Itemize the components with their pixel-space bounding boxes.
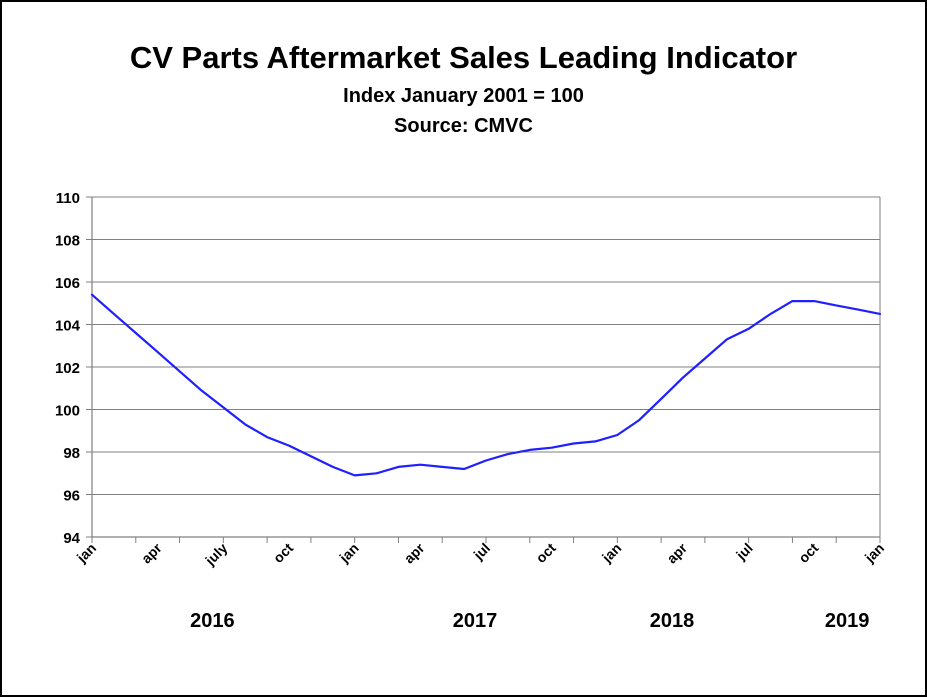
x-tick-label: july: [201, 540, 230, 569]
x-tick-label: jan: [598, 540, 624, 566]
year-label: 2016: [190, 610, 235, 632]
y-tick-label: 104: [55, 318, 81, 335]
year-label: 2018: [650, 610, 695, 632]
x-tick-label: apr: [663, 539, 690, 566]
y-tick-label: 94: [63, 530, 80, 547]
y-tick-label: 110: [56, 190, 80, 207]
x-tick-label: apr: [138, 539, 165, 566]
y-tick-label: 96: [63, 488, 80, 505]
y-tick-label: 108: [55, 233, 80, 250]
y-tick-label: 98: [63, 445, 80, 462]
x-tick-label: oct: [795, 540, 821, 566]
x-tick-label: jul: [732, 540, 756, 564]
year-label: 2017: [453, 610, 498, 632]
x-tick-label: jan: [861, 540, 887, 566]
series-line: [90, 293, 882, 477]
chart-title: CV Parts Aftermarket Sales Leading Indic…: [129, 40, 798, 75]
x-tick-label: oct: [270, 540, 296, 566]
x-tick-label: jan: [335, 540, 361, 566]
y-tick-label: 106: [55, 275, 80, 292]
x-tick-label: apr: [401, 539, 428, 566]
chart-subtitle: Index January 2001 = 100: [343, 85, 584, 107]
year-label: 2019: [825, 610, 870, 632]
x-tick-label: oct: [533, 540, 559, 566]
chart-source: Source: CMVC: [394, 115, 533, 137]
y-tick-label: 100: [55, 403, 80, 420]
x-tick-label: jul: [470, 540, 494, 564]
y-tick-label: 102: [55, 360, 80, 377]
